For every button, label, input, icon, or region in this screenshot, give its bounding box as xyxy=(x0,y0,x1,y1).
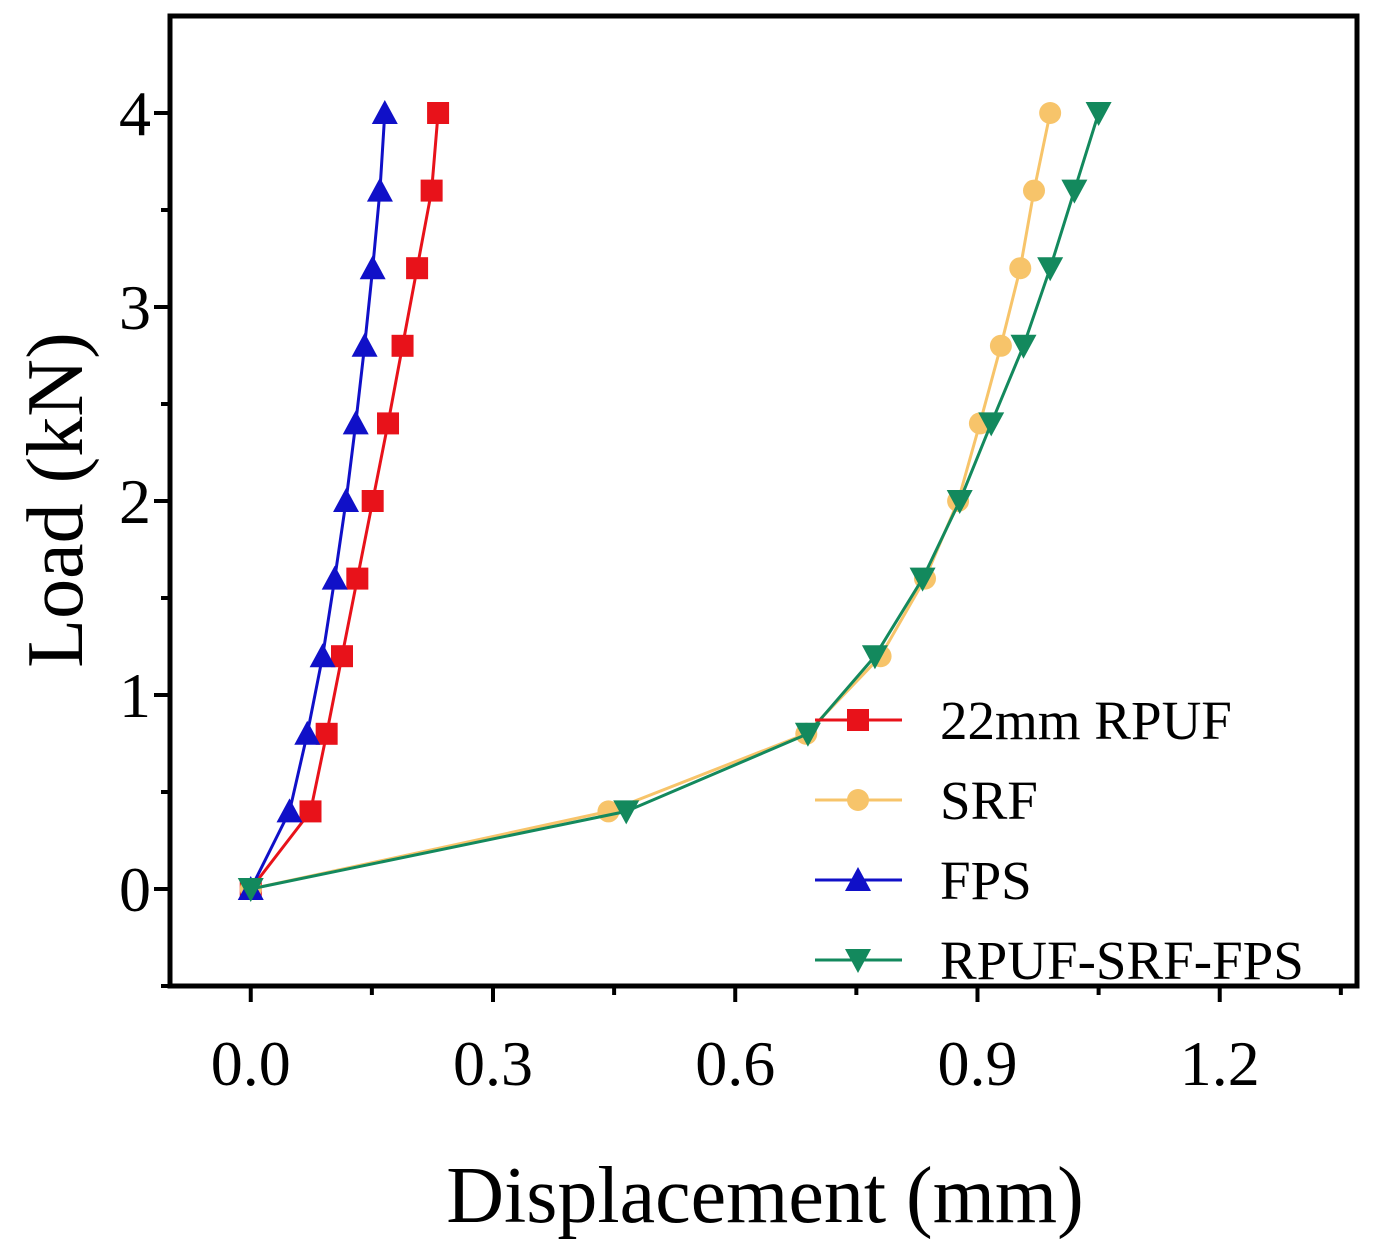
data-point xyxy=(299,800,322,823)
data-point xyxy=(361,490,384,512)
data-point xyxy=(330,645,353,668)
y-tick-label: 3 xyxy=(119,272,151,343)
legend-entry: SRF xyxy=(815,770,1038,831)
data-point xyxy=(613,800,640,825)
data-point xyxy=(315,722,338,745)
x-axis-title: Displacement (mm) xyxy=(446,1152,1084,1240)
data-point xyxy=(321,565,348,590)
data-point xyxy=(978,412,1005,437)
legend: 22mm RPUF SRF FPS RPUF-SRF-FPS xyxy=(815,690,1304,991)
data-point xyxy=(861,645,888,670)
legend-entry: FPS xyxy=(815,850,1032,911)
data-point xyxy=(377,412,400,435)
x-tick-label: 0.6 xyxy=(695,1028,775,1099)
data-point xyxy=(946,490,973,514)
data-point xyxy=(333,488,360,512)
data-point xyxy=(909,567,936,592)
x-tick-label: 0.0 xyxy=(211,1028,291,1099)
legend-marker xyxy=(847,709,869,731)
data-point xyxy=(346,567,369,590)
legend-entry: 22mm RPUF xyxy=(815,690,1232,751)
ticks xyxy=(154,111,1343,1002)
legend-label: RPUF-SRF-FPS xyxy=(940,930,1304,991)
series-rpuf-srf-fps xyxy=(237,102,1112,902)
data-point xyxy=(427,102,450,124)
data-point xyxy=(1023,179,1046,202)
data-point xyxy=(366,177,393,202)
series-fps xyxy=(237,100,398,900)
legend-marker xyxy=(847,789,869,811)
data-point xyxy=(989,334,1012,357)
data-point xyxy=(1009,257,1032,280)
data-point xyxy=(794,722,821,747)
data-point xyxy=(1010,334,1037,359)
data-point xyxy=(406,257,429,280)
data-point xyxy=(1085,102,1112,126)
data-point xyxy=(371,100,398,124)
y-tick-label: 1 xyxy=(119,660,151,731)
y-tick-label: 2 xyxy=(119,466,151,537)
x-tick-label: 0.9 xyxy=(937,1028,1017,1099)
y-axis-title: Load (kN) xyxy=(12,332,100,667)
legend-label: SRF xyxy=(940,770,1038,831)
series xyxy=(237,100,1112,902)
data-point xyxy=(342,410,369,435)
x-tick-label: 1.2 xyxy=(1180,1028,1260,1099)
y-tick-label: 4 xyxy=(119,78,151,149)
data-point xyxy=(309,643,336,668)
data-point xyxy=(1039,102,1062,124)
data-point xyxy=(391,334,414,357)
data-point xyxy=(351,332,378,357)
data-point xyxy=(359,255,386,280)
data-point xyxy=(1037,257,1064,282)
data-point xyxy=(276,798,303,823)
legend-label: FPS xyxy=(940,850,1032,911)
legend-label: 22mm RPUF xyxy=(940,690,1232,751)
data-point xyxy=(1061,179,1088,204)
legend-marker xyxy=(845,949,871,973)
data-point xyxy=(237,878,264,902)
legend-marker xyxy=(845,867,871,891)
series-22mm-rpuf xyxy=(239,102,450,900)
tick-labels: 0.0 0.3 0.6 0.9 1.2 0 1 2 3 4 xyxy=(119,78,1260,1099)
y-tick-label: 0 xyxy=(119,854,151,925)
data-point xyxy=(420,179,443,202)
x-tick-label: 0.3 xyxy=(453,1028,533,1099)
legend-entry: RPUF-SRF-FPS xyxy=(815,930,1304,991)
data-point xyxy=(294,720,321,745)
